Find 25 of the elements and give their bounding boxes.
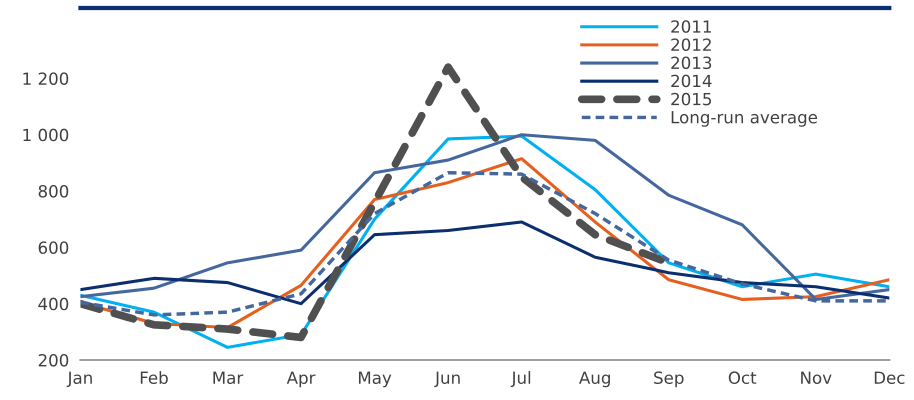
line-series: [80, 220, 890, 306]
legend-label: Long-run average: [672, 111, 818, 127]
y-tick-label: 200: [38, 354, 68, 367]
legend-label: 2012: [671, 38, 711, 51]
x-tick-label: Jan: [66, 372, 92, 388]
legend-label: 2015: [671, 92, 712, 106]
x-tick-label: Dec: [874, 372, 904, 384]
x-tick-label: May: [358, 372, 392, 388]
x-tick-label: Apr: [286, 372, 316, 388]
x-tick-label: Nov: [801, 372, 832, 384]
x-tick-label: Feb: [140, 371, 168, 384]
x-tick-label: Jun: [434, 372, 460, 388]
legend-label: 2011: [671, 20, 711, 33]
y-tick-label: 400: [38, 298, 68, 310]
legend-label: 2013: [671, 56, 712, 70]
y-tick-label: 1 000: [23, 128, 68, 142]
x-tick-label: Sep: [654, 371, 684, 388]
y-tick-label: 800: [38, 185, 68, 198]
y-tick-label: 600: [38, 241, 68, 254]
x-tick-label: Oct: [728, 371, 756, 384]
y-tick-label: 1 200: [23, 72, 68, 85]
x-tick-label: Mar: [213, 372, 244, 384]
x-tick-label: Aug: [579, 372, 610, 388]
legend-label: 2014: [671, 74, 712, 88]
x-tick-label: Jul: [510, 371, 530, 388]
